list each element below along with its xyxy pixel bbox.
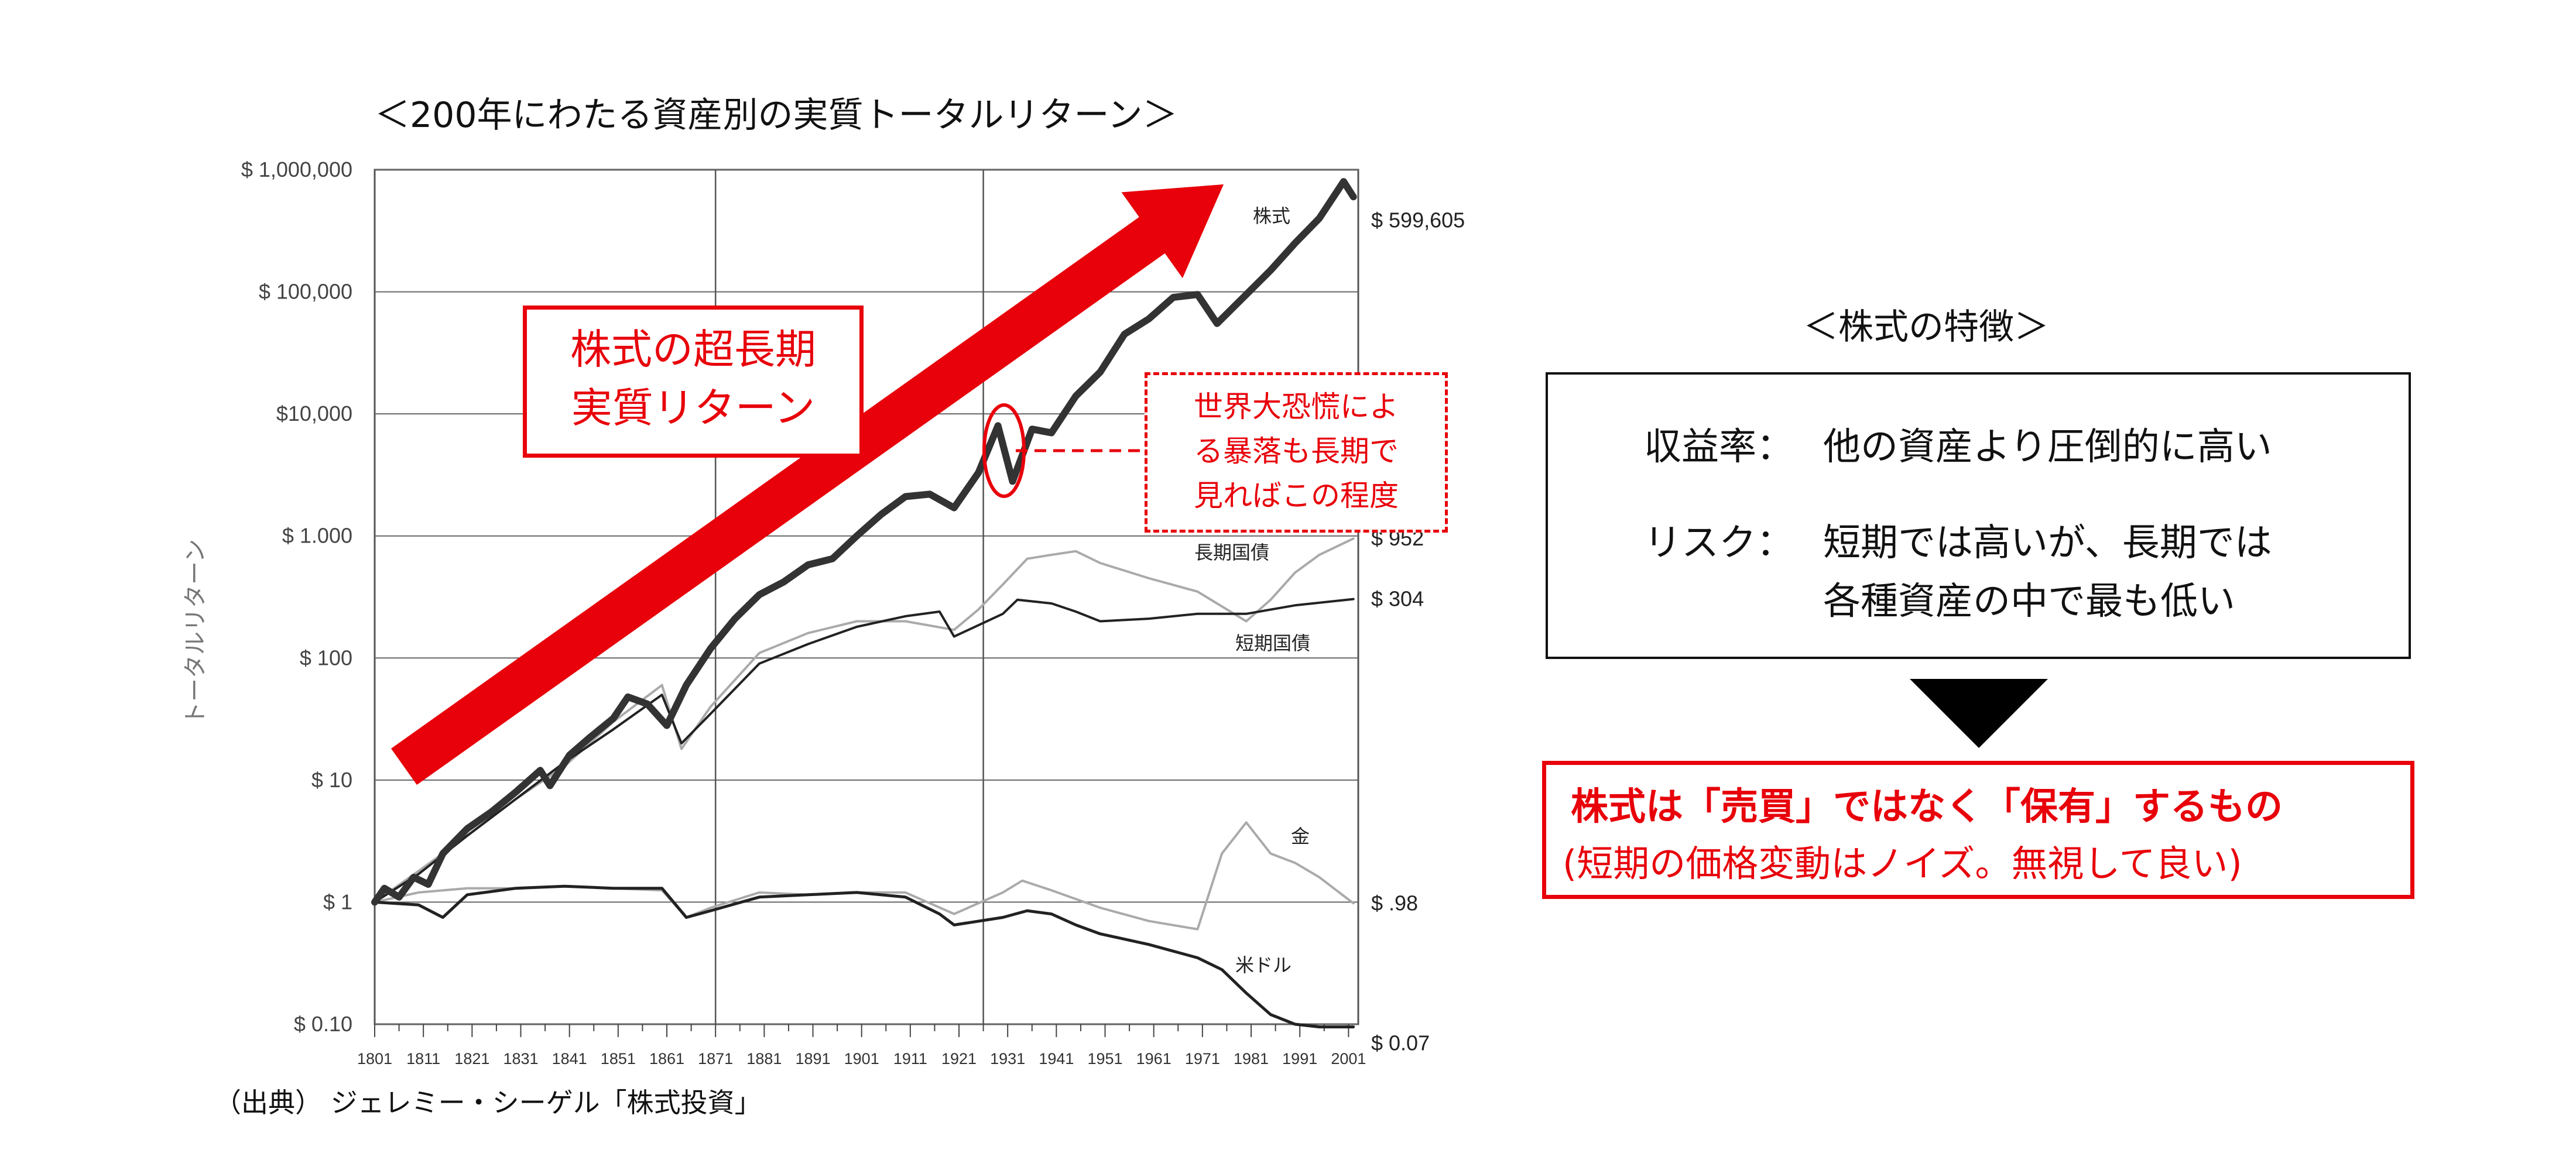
feature-value: 各種資産の中で最も低い [1823, 580, 2235, 623]
y-tick-label: $ 100 [300, 646, 352, 670]
series-end-labels: $ 599,605$ 952$ 304$ .98$ 0.07 [1371, 208, 1465, 1055]
series-name-label: 米ドル [1235, 954, 1292, 976]
callout-line-2: 実質リターン [571, 384, 816, 432]
crash-line-2: る暴落も長期で [1194, 434, 1399, 468]
series-name-label: 金 [1291, 825, 1310, 847]
x-tick-label: 1861 [649, 1050, 684, 1068]
feature-key: 収益率： [1644, 425, 1794, 469]
feature-value: 短期では高いが、長期では [1823, 521, 2272, 565]
series-line-短期国債 [374, 598, 1355, 904]
crash-line-3: 見ればこの程度 [1194, 479, 1399, 513]
x-tick-label: 1901 [844, 1050, 879, 1068]
x-tick-label: 1831 [503, 1050, 538, 1068]
y-tick-label: $ 1 [323, 890, 352, 914]
x-tick-label: 1841 [552, 1050, 587, 1068]
x-tick-label: 1891 [795, 1050, 830, 1068]
conclusion-sub: (短期の価格変動はノイズ。無視して良い) [1563, 842, 2242, 885]
series-end-label: $ .98 [1371, 891, 1418, 915]
callout-line-1: 株式の超長期 [570, 325, 816, 373]
chart-overlay [391, 184, 1224, 785]
chart-title: ＜200年にわたる資産別の実質トータルリターン＞ [375, 95, 1178, 136]
x-tick-label: 1851 [601, 1050, 636, 1068]
trend-arrow-icon [391, 184, 1224, 785]
series-end-label: $ 599,605 [1371, 208, 1465, 232]
x-tick-label: 1931 [990, 1050, 1025, 1068]
feature-key: リスク： [1644, 521, 1794, 565]
x-tick-label: 1801 [357, 1050, 392, 1068]
chart-grid [374, 169, 1359, 1037]
series-name-label: 短期国債 [1235, 632, 1310, 654]
series-line-米ドル [373, 884, 1355, 1029]
x-tick-label: 1881 [746, 1050, 782, 1068]
y-tick-label: $ 100,000 [259, 280, 352, 304]
x-axis-ticks: 1801 1811 1821 1831 1841 1851 1861 1871 1881 1891… [357, 1050, 1366, 1068]
conclusion-main: 株式は「売買」ではなく「保有」するもの [1571, 785, 2283, 829]
x-tick-label: 1871 [698, 1050, 733, 1068]
x-tick-label: 1941 [1039, 1050, 1074, 1068]
x-tick-label: 1811 [406, 1050, 440, 1068]
x-tick-label: 1981 [1234, 1050, 1269, 1068]
long-term-return-callout: 株式の超長期 実質リターン [523, 306, 864, 458]
series-end-label: $ 0.07 [1371, 1031, 1430, 1055]
x-tick-label: 1921 [941, 1050, 977, 1068]
series-line-金 [374, 821, 1355, 931]
feature-title: ＜株式の特徴＞ [1803, 307, 2049, 348]
down-arrow-icon [1910, 679, 2048, 748]
y-axis-label: トータルリターン [182, 539, 209, 725]
feature-value: 他の資産より圧倒的に高い [1823, 425, 2272, 469]
y-tick-label: $ 1.000 [282, 524, 352, 548]
x-tick-label: 1971 [1185, 1050, 1220, 1068]
great-depression-callout: 世界大恐慌によ る暴落も長期で 見ればこの程度 [1145, 372, 1448, 533]
conclusion-box: 株式は「売買」ではなく「保有」するもの (短期の価格変動はノイズ。無視して良い) [1542, 761, 2414, 899]
x-tick-label: 2001 [1331, 1050, 1366, 1068]
series-name-label: 長期国債 [1194, 541, 1269, 564]
series-end-label: $ 304 [1371, 587, 1424, 611]
feature-box: 収益率： 他の資産より圧倒的に高い リスク： 短期では高いが、長期では 各種資産… [1546, 372, 2411, 659]
y-tick-label: $ 1,000,000 [241, 157, 352, 181]
x-tick-label: 1911 [893, 1050, 927, 1068]
series-name-label: 株式 [1253, 205, 1290, 227]
x-tick-label: 1961 [1136, 1050, 1171, 1068]
y-axis-ticks: $ 1,000,000 $ 100,000 $10,000 $ 1.000 $ 100 $… [241, 157, 352, 1036]
series-line-株式 [371, 178, 1357, 906]
y-tick-label: $ 10 [311, 768, 352, 792]
x-tick-label: 1951 [1087, 1050, 1122, 1068]
y-tick-label: $10,000 [276, 401, 352, 425]
y-tick-label: $ 0.10 [294, 1012, 352, 1036]
source-note: （出典） ジェレミー・シーゲル「株式投資」 [214, 1087, 762, 1118]
x-tick-label: 1991 [1282, 1050, 1317, 1068]
series-line-長期国債 [374, 537, 1355, 904]
plot-frame [374, 169, 1359, 1025]
x-tick-label: 1821 [454, 1050, 489, 1068]
crash-line-1: 世界大恐慌によ [1194, 390, 1399, 424]
